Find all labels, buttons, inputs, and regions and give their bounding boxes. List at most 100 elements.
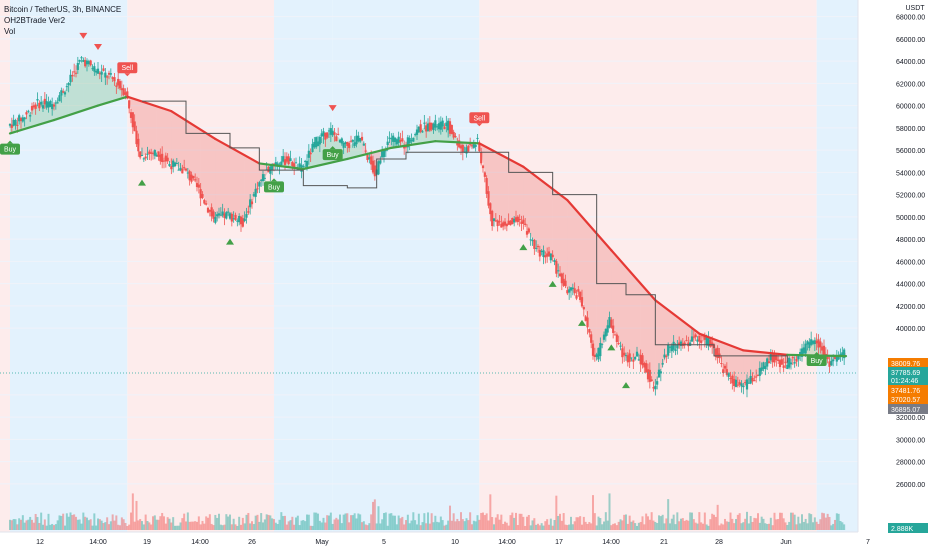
candle-body xyxy=(443,126,446,130)
candle-body xyxy=(839,353,842,355)
candle-body xyxy=(100,71,103,75)
candle-body xyxy=(467,145,470,152)
candle-body xyxy=(331,130,334,136)
candle-body xyxy=(230,213,233,222)
candle-body xyxy=(637,359,640,361)
candle-body xyxy=(360,136,364,141)
indicator-name[interactable]: OH2BTrade Ver2 xyxy=(4,16,66,25)
volume-bar xyxy=(20,519,22,530)
price-tag-text: 2.888K xyxy=(891,526,914,533)
volume-bar xyxy=(172,517,175,530)
candle-body xyxy=(778,360,782,368)
candle-body xyxy=(56,102,59,104)
candle-body xyxy=(192,175,195,179)
candle-body xyxy=(329,128,332,135)
regime-band xyxy=(816,0,858,532)
volume-bar xyxy=(27,519,30,530)
volume-bar xyxy=(109,521,112,530)
volume-bar xyxy=(368,523,371,530)
price-tick-label: 32000.00 xyxy=(896,415,925,422)
volume-bar xyxy=(597,516,600,530)
candle-body xyxy=(558,273,562,277)
volume-bar xyxy=(498,519,501,530)
fast-line-segment xyxy=(742,349,789,356)
volume-indicator-name[interactable]: Vol xyxy=(4,27,16,36)
candle-body xyxy=(93,66,96,72)
candle-body xyxy=(740,383,743,387)
candle-body xyxy=(118,81,122,89)
volume-bar xyxy=(153,515,156,530)
candle-body xyxy=(324,132,327,140)
volume-bar xyxy=(43,519,46,530)
volume-bar xyxy=(93,513,96,530)
volume-bar xyxy=(603,521,605,530)
volume-bar xyxy=(362,521,365,530)
volume-bar xyxy=(452,513,455,530)
volume-bar xyxy=(436,521,439,530)
volume-bar xyxy=(155,519,158,530)
candle-body xyxy=(496,220,499,227)
candle-body xyxy=(608,317,611,328)
volume-bar xyxy=(252,524,255,530)
volume-bar xyxy=(808,513,811,530)
candle-body xyxy=(177,169,180,171)
volume-bar xyxy=(45,525,48,530)
volume-bar xyxy=(830,525,833,530)
volume-bar xyxy=(604,512,607,530)
volume-bar xyxy=(645,513,648,530)
candle-body xyxy=(428,122,431,131)
candle-body xyxy=(98,73,101,75)
candle-body xyxy=(256,188,259,190)
volume-bar xyxy=(469,512,472,530)
candle-body xyxy=(238,216,241,223)
candle-body xyxy=(78,59,81,62)
volume-bar xyxy=(494,517,497,530)
candle-body xyxy=(727,373,730,377)
candle-body xyxy=(654,385,657,390)
candle-body xyxy=(62,91,65,93)
candle-body xyxy=(535,247,538,249)
volume-bar xyxy=(711,513,714,530)
fast-line-segment xyxy=(170,110,217,141)
candle-body xyxy=(117,78,120,86)
volume-bar xyxy=(665,518,668,530)
volume-bar xyxy=(119,525,121,530)
volume-bar xyxy=(164,523,167,530)
candle-body xyxy=(227,211,230,213)
candle-body xyxy=(485,178,488,194)
candle-body xyxy=(87,61,90,65)
candle-body xyxy=(318,136,321,145)
candle-body xyxy=(139,151,142,158)
candle-body xyxy=(107,72,111,75)
symbol-title[interactable]: Bitcoin / TetherUS, 3h, BINANCE xyxy=(4,5,122,14)
candle-body xyxy=(221,211,224,216)
candle-body xyxy=(157,151,160,157)
candle-body xyxy=(390,138,393,140)
volume-bar xyxy=(736,514,739,530)
volume-bar xyxy=(634,523,637,530)
candle-body xyxy=(368,157,371,160)
candle-body xyxy=(678,342,681,345)
volume-bar xyxy=(392,515,395,530)
volume-bar xyxy=(230,524,233,530)
volume-bar xyxy=(540,523,543,530)
candle-body xyxy=(810,339,813,345)
buy-signal: Buy xyxy=(0,140,20,155)
candle-body xyxy=(703,335,706,340)
price-tag xyxy=(888,375,928,385)
volume-bar xyxy=(608,493,611,530)
volume-bar xyxy=(377,506,380,530)
candle-body xyxy=(619,345,622,347)
volume-bar xyxy=(751,521,754,530)
candle-body xyxy=(795,358,798,362)
volume-bar xyxy=(428,523,431,530)
volume-bar xyxy=(740,523,743,530)
volume-bar xyxy=(731,518,734,530)
candle-body xyxy=(326,132,329,138)
trend-fill-segment xyxy=(494,151,509,224)
volume-bar xyxy=(419,525,422,530)
candle-body xyxy=(767,361,771,363)
volume-bar xyxy=(520,513,523,530)
